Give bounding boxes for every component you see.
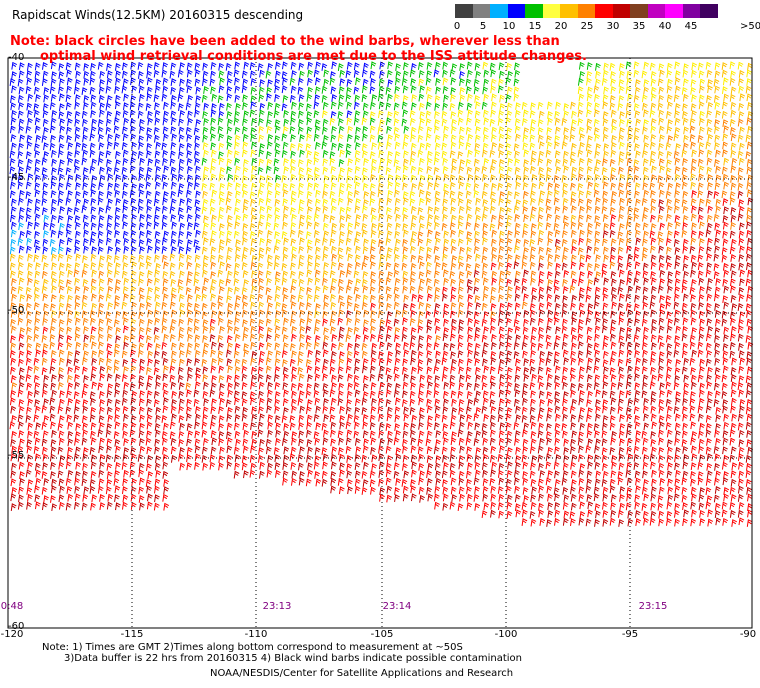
wind-barbs-layer (9, 61, 754, 527)
chart-title: Rapidscat Winds(12.5KM) 20160315 descend… (12, 8, 304, 22)
x-tick-label: -105 (370, 629, 394, 640)
legend-unit: >50 knots (740, 21, 760, 32)
note-line-1: Note: black circles have been added to t… (10, 34, 560, 49)
note-line-2: optimal wind retrieval conditions are me… (40, 49, 587, 64)
x-tick-label: -110 (244, 629, 268, 640)
legend-swatch (525, 4, 543, 18)
x-tick-label: -90 (739, 629, 757, 640)
footer-note-2: 3)Data buffer is 22 hrs from 20160315 4)… (64, 653, 522, 664)
y-tick-label: -50 (8, 305, 25, 316)
legend-label: 45 (684, 21, 698, 32)
legend-swatch (507, 4, 526, 18)
lat-lon-grid (8, 58, 752, 628)
legend-swatch (455, 4, 473, 18)
legend-label: 30 (606, 21, 620, 32)
legend-label: 35 (632, 21, 646, 32)
legend-swatch (647, 4, 666, 18)
x-tick-label: -120 (0, 629, 24, 640)
legend-swatch (612, 4, 631, 18)
legend-swatch (577, 4, 596, 18)
legend-label: 25 (580, 21, 594, 32)
legend-swatch (560, 4, 578, 18)
x-tick-label: -115 (120, 629, 144, 640)
legend-label: 20 (554, 21, 568, 32)
legend-swatch (700, 4, 718, 18)
legend-swatch (542, 4, 561, 18)
legend-swatch (490, 4, 508, 18)
footer-note-1: Note: 1) Times are GMT 2)Times along bot… (42, 642, 463, 653)
x-tick-label: -100 (494, 629, 518, 640)
legend-label: 5 (479, 21, 487, 32)
footer-credit: NOAA/NESDIS/Center for Satellite Applica… (210, 668, 514, 679)
legend-swatch (665, 4, 683, 18)
pass-time-label: 23:15 (638, 601, 668, 612)
y-tick-label: -60 (8, 621, 25, 632)
legend-label: 10 (502, 21, 516, 32)
legend-swatch (682, 4, 701, 18)
y-tick-label: -40 (8, 52, 25, 63)
legend-swatch (472, 4, 491, 18)
legend-label: 15 (528, 21, 542, 32)
pass-time-label: 23:13 (262, 601, 292, 612)
y-tick-label: -55 (8, 450, 25, 461)
legend-swatch (630, 4, 648, 18)
legend-swatch (595, 4, 613, 18)
legend-label: 0 (453, 21, 461, 32)
pass-time-label: 0:48 (0, 601, 24, 612)
legend-label: 40 (658, 21, 672, 32)
x-tick-label: -95 (621, 629, 639, 640)
map-frame (7, 57, 753, 629)
pass-time-label: 23:14 (382, 601, 412, 612)
y-tick-label: -45 (8, 172, 25, 183)
